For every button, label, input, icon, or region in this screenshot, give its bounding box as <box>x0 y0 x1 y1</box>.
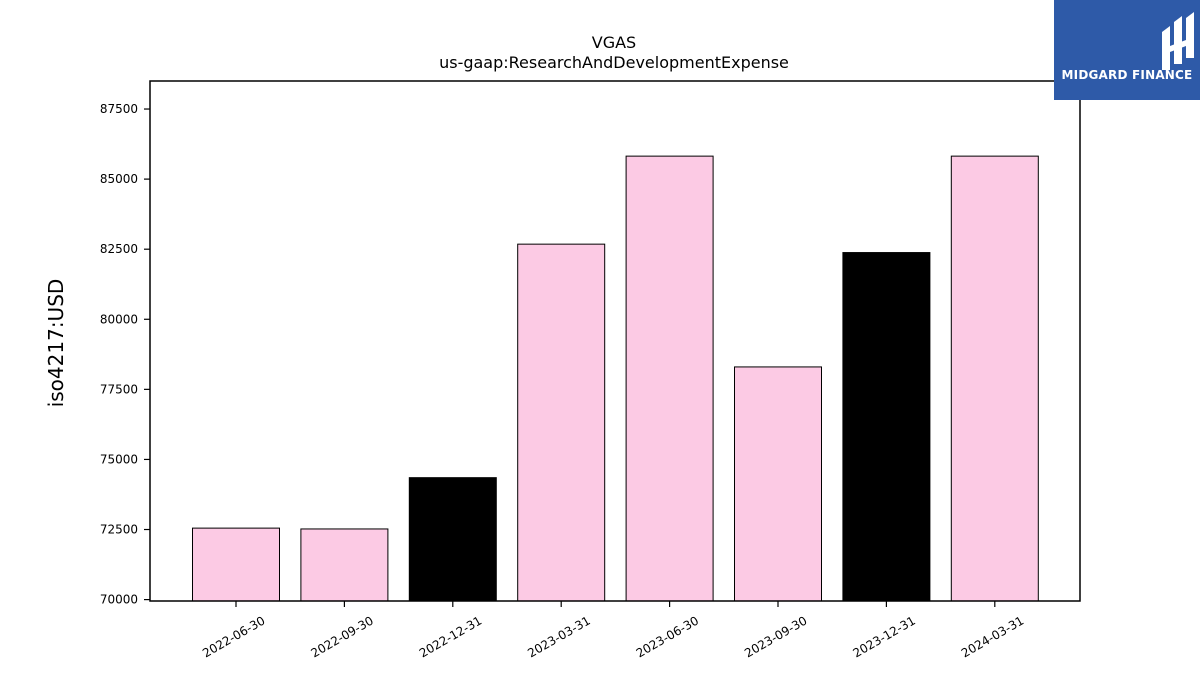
x-tick-label: 2024-03-31 <box>959 613 1026 660</box>
midgard-finance-logo: MIDGARD FINANCE <box>1054 0 1200 100</box>
bar-2023-09-30 <box>734 366 822 602</box>
x-tick-label: 2023-06-30 <box>634 613 701 660</box>
bar-2023-03-31 <box>517 243 606 602</box>
y-axis: 70000 72500 75000 77500 80000 82500 85000 87500 <box>100 102 150 607</box>
bars-group <box>192 155 1039 602</box>
x-tick-label: 2023-12-31 <box>850 613 917 660</box>
bar-2023-06-30 <box>625 155 714 602</box>
chart-subtitle: us-gaap:ResearchAndDevelopmentExpense <box>439 53 789 72</box>
y-tick-label: 70000 <box>100 593 138 607</box>
bar-2022-12-31 <box>408 477 497 602</box>
x-tick-label: 2022-09-30 <box>308 613 375 660</box>
y-tick-label: 72500 <box>100 523 138 537</box>
bar-2024-03-31 <box>950 155 1039 602</box>
bar-2023-12-31 <box>842 252 931 602</box>
x-tick-label: 2023-03-31 <box>525 613 592 660</box>
y-tick-label: 75000 <box>100 452 138 466</box>
bar-2022-06-30 <box>192 527 280 602</box>
y-tick-label: 77500 <box>100 382 138 396</box>
y-tick-label: 85000 <box>100 172 138 186</box>
y-tick-label: 87500 <box>100 102 138 116</box>
logo-brand-text: MIDGARD FINANCE <box>1061 68 1193 82</box>
y-tick-label: 80000 <box>100 312 138 326</box>
y-axis-label: iso4217:USD <box>44 279 68 408</box>
plot-frame <box>149 80 1081 602</box>
x-axis: 2022-06-30 2022-09-30 2022-12-31 2023-03-31… <box>200 601 1026 660</box>
x-tick-label: 2022-12-31 <box>417 613 484 660</box>
x-tick-label: 2022-06-30 <box>200 613 267 660</box>
chart-title: VGAS <box>592 33 636 52</box>
bar-2022-09-30 <box>300 528 389 602</box>
x-tick-label: 2023-09-30 <box>742 613 809 660</box>
midgard-logo-icon <box>1162 12 1194 70</box>
y-tick-label: 82500 <box>100 242 138 256</box>
